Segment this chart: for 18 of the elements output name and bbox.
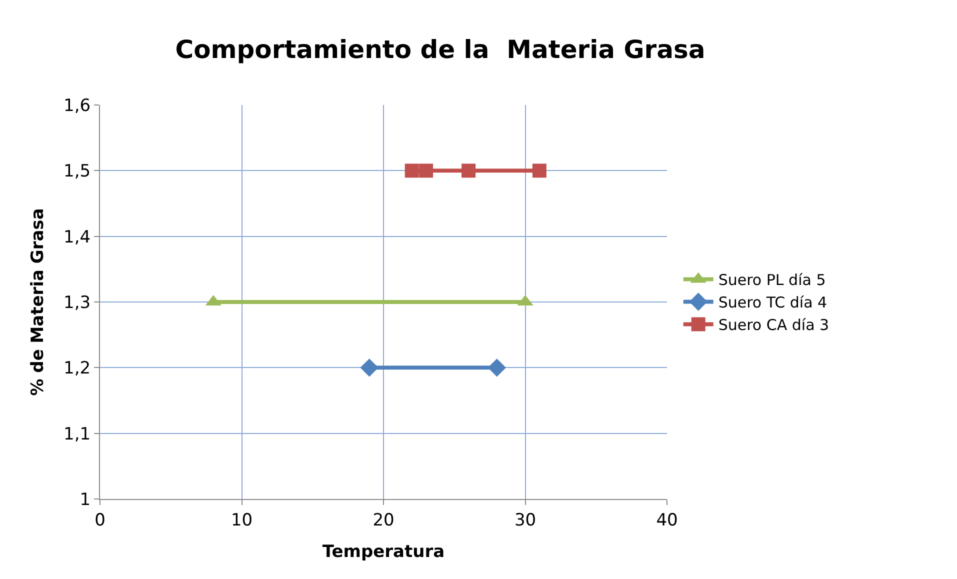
y-tick-label: 1,4 [64,227,91,248]
x-tick-label: 0 [94,510,106,530]
y-tick-label: 1,5 [64,162,91,182]
legend-label: Suero CA día 3 [718,316,830,334]
x-axis-title: Temperatura [322,542,445,562]
legend-label: Suero TC día 4 [718,294,828,312]
y-tick-label: 1,2 [64,358,91,379]
legend-label: Suero PL día 5 [718,271,826,290]
x-tick-label: 30 [514,510,536,530]
x-tick-label: 20 [372,510,394,530]
y-axis-title: % de Materia Grasa [28,208,48,396]
y-tick-label: 1,6 [64,96,91,116]
chart-title: Comportamiento de la Materia Grasa [175,35,706,64]
y-tick-label: 1,3 [64,292,91,313]
y-tick-label: 1 [80,490,91,510]
y-tick-label: 1,1 [64,424,91,444]
x-tick-label: 10 [230,510,253,530]
x-tick-label: 40 [656,510,678,530]
